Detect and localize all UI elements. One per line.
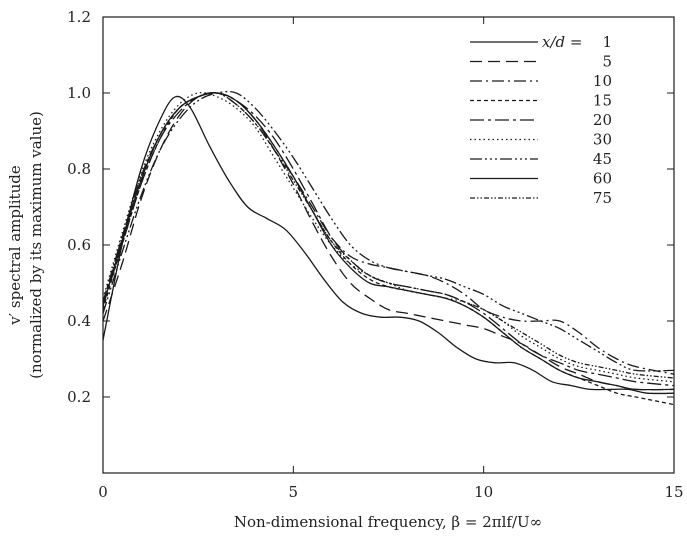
y-axis-label-line2: (normalized by its maximum value): [27, 111, 45, 379]
series-line-20: [102, 92, 675, 387]
series-line-45: [102, 90, 675, 372]
legend-header: x/d =: [542, 33, 582, 51]
series-line-1: [102, 95, 675, 395]
y-tick-label: 0.8: [67, 160, 91, 178]
legend-label-75: 75: [593, 189, 612, 207]
legend-label-5: 5: [602, 53, 612, 71]
legend-label-20: 20: [593, 111, 612, 129]
series-group: [102, 90, 675, 406]
y-tick-label: 0.2: [67, 388, 91, 406]
legend-label-30: 30: [593, 131, 612, 149]
axis-tick-labels: 0 5 10 150.20.40.60.81.01.2: [67, 8, 683, 501]
legend-label-1: 1: [602, 33, 612, 51]
series-line-30: [102, 92, 675, 383]
x-axis-label: Non-dimensional frequency, β = 2πlf/U∞: [234, 513, 542, 531]
series-line-75: [102, 92, 675, 379]
series-line-10: [102, 92, 675, 375]
plot-frame: [102, 16, 675, 474]
legend-label-45: 45: [593, 150, 612, 168]
x-tick-label: 5: [289, 483, 299, 501]
y-tick-label: 0.4: [67, 312, 91, 330]
legend-label-60: 60: [593, 170, 612, 188]
y-axis-label-line1: v′ spectral amplitude: [6, 165, 24, 326]
y-tick-label: 1.2: [67, 8, 91, 26]
legend-label-15: 15: [593, 92, 612, 110]
x-tick-label: 15: [664, 483, 683, 501]
y-tick-label: 1.0: [67, 84, 91, 102]
axis-ticks: [102, 16, 675, 473]
y-tick-label: 0.6: [67, 236, 91, 254]
series-line-15: [102, 92, 675, 406]
x-tick-label: 10: [474, 483, 493, 501]
legend-label-10: 10: [593, 72, 612, 90]
x-tick-label: 0: [98, 483, 108, 501]
